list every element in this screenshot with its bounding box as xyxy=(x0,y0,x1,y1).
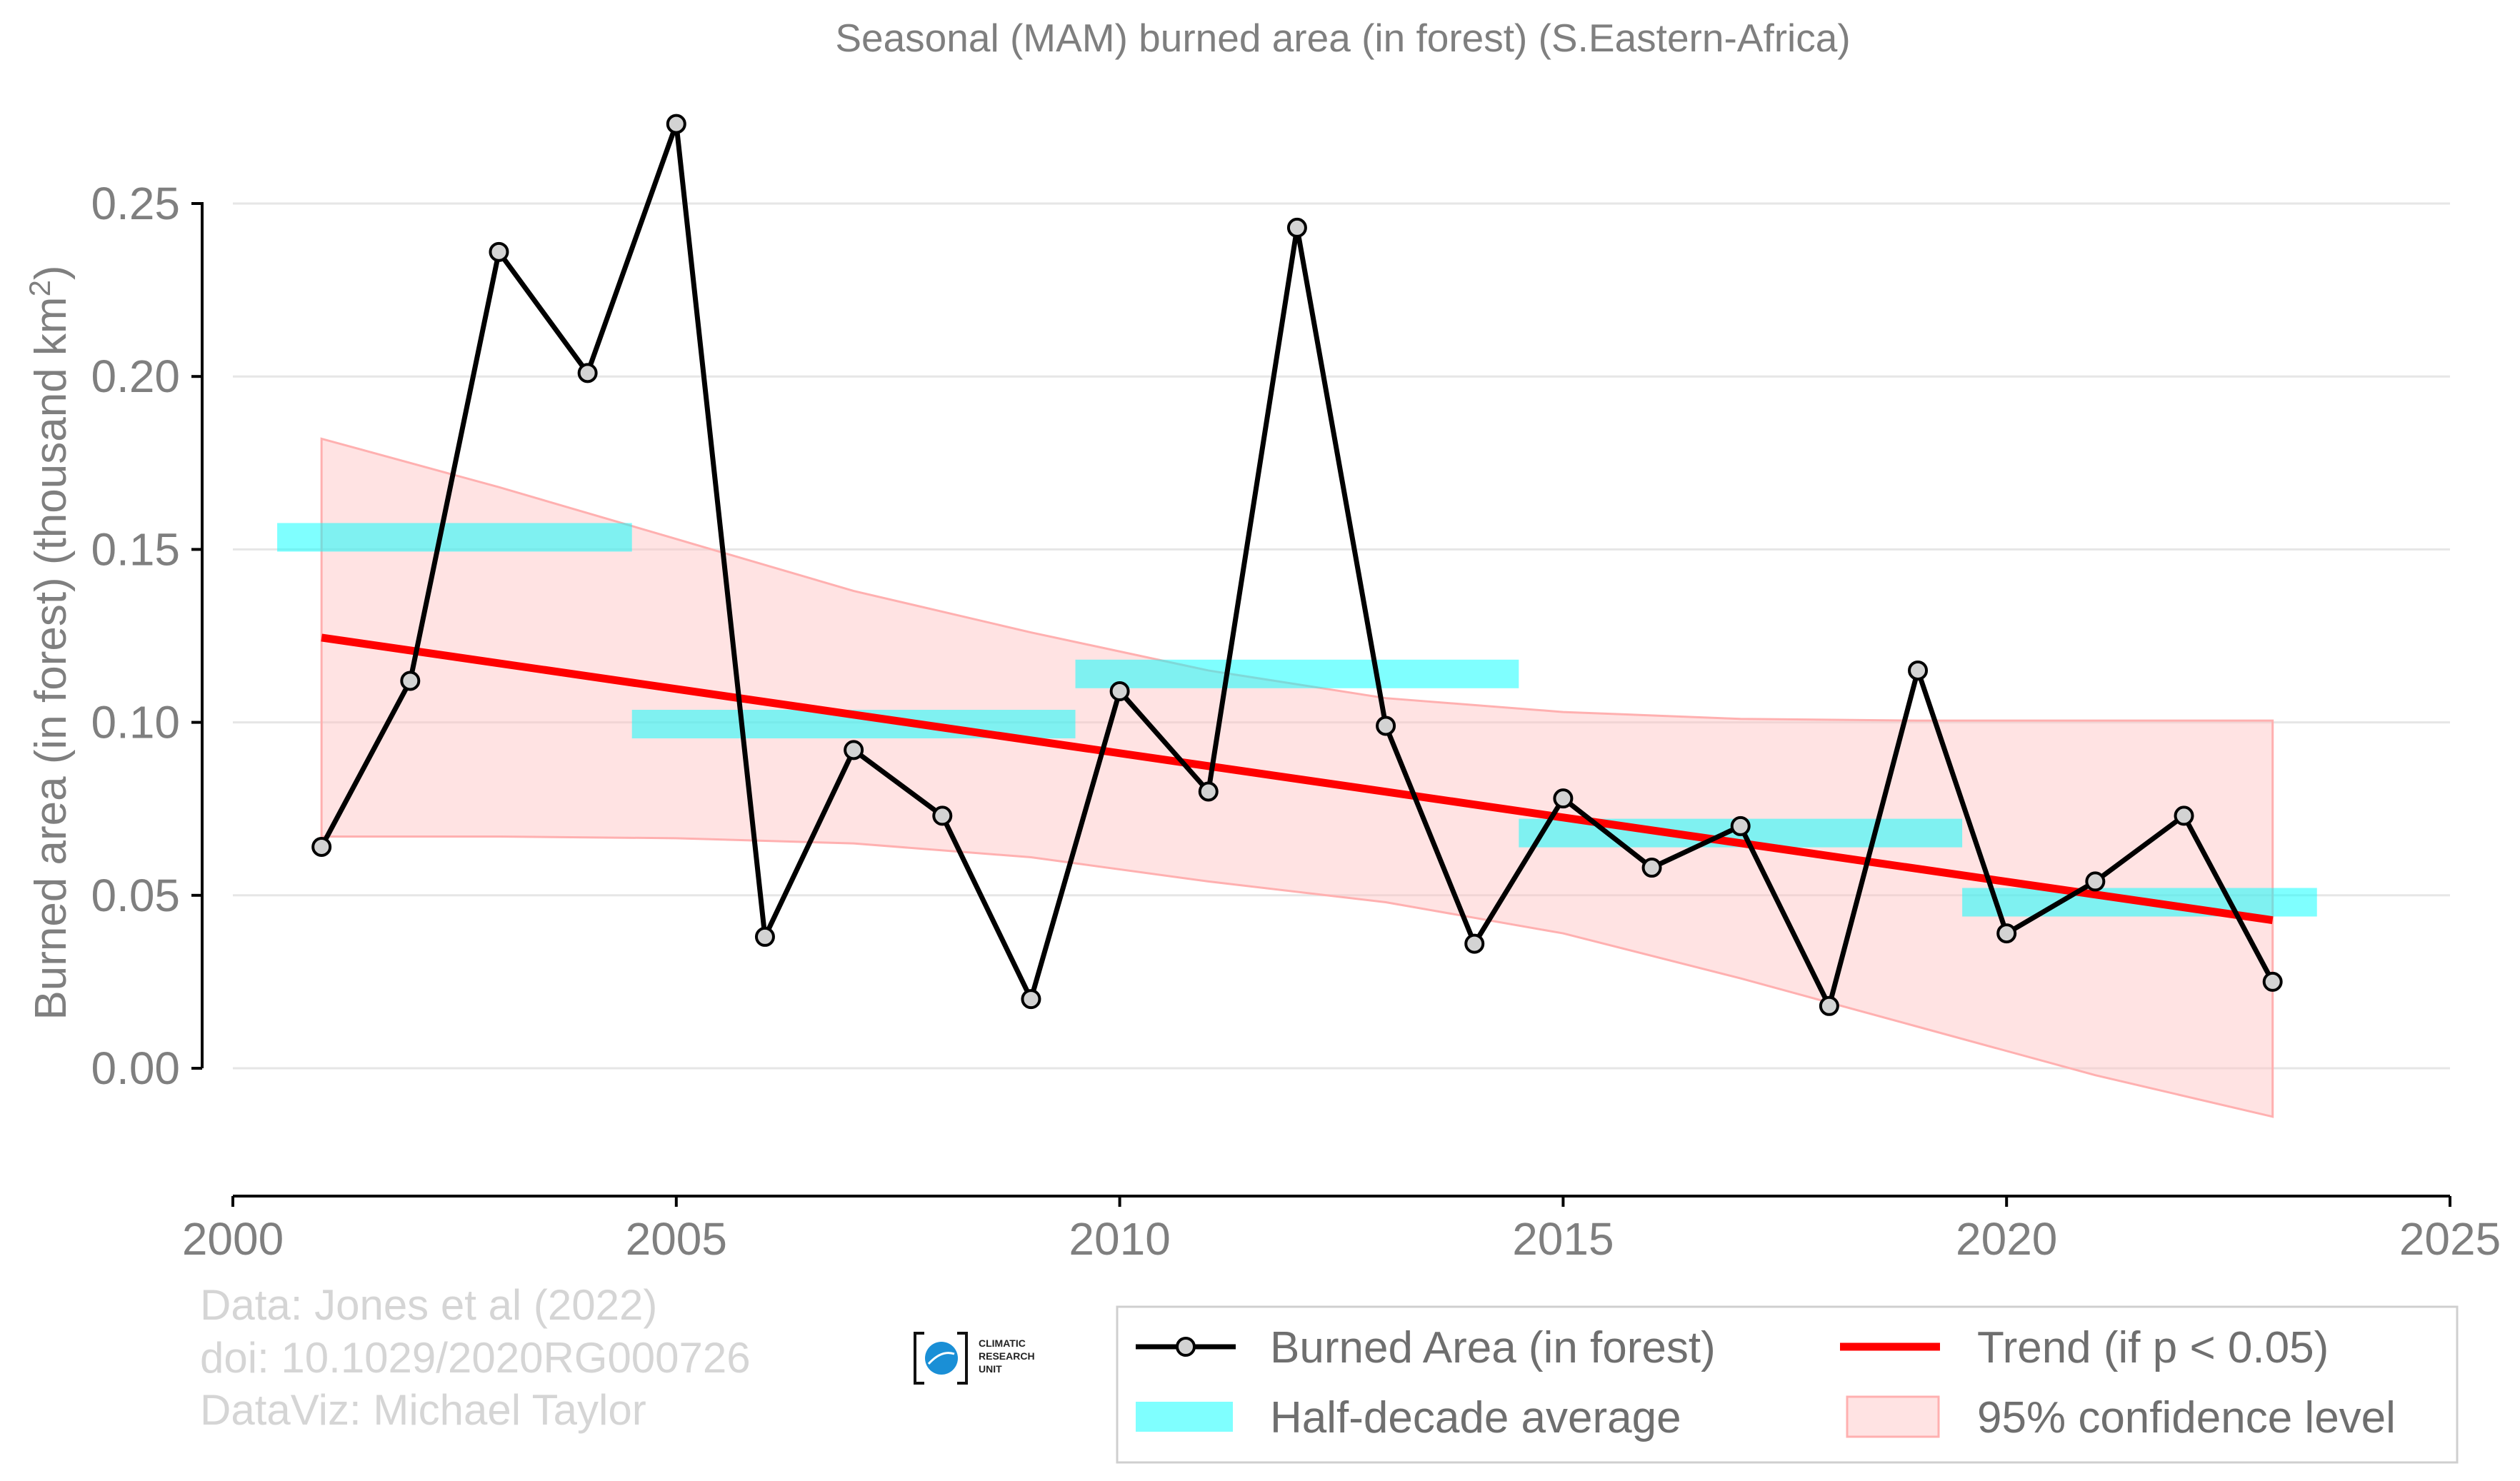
data-point xyxy=(1109,681,1130,702)
data-point xyxy=(400,671,421,691)
legend-series-label: Burned Area (in forest) xyxy=(1270,1323,1716,1372)
half-decade-bar xyxy=(277,523,632,552)
y-tick-label: 0.00 xyxy=(91,1043,180,1094)
logo-bracket-left xyxy=(914,1332,924,1385)
x-tick-label: 2010 xyxy=(1069,1213,1170,1265)
credit-data: Data: Jones et al (2022) xyxy=(200,1281,657,1329)
data-point xyxy=(1286,217,1307,238)
logo-swirl xyxy=(927,1352,955,1365)
credit-doi: doi: 10.1029/2020RG000726 xyxy=(200,1334,751,1382)
legend-confidence-swatch xyxy=(1846,1395,1940,1438)
y-axis-label-main: Burned area (in forest) (thousand km xyxy=(26,296,76,1020)
legend: Burned Area (in forest) Trend (if p < 0.… xyxy=(1116,1305,2459,1464)
data-point xyxy=(489,241,509,262)
data-point xyxy=(1996,923,2017,944)
x-tick-label: 2000 xyxy=(182,1213,284,1265)
data-point xyxy=(577,363,598,383)
data-point xyxy=(2174,805,2194,826)
data-point xyxy=(2085,871,2106,892)
legend-half-decade-label: Half-decade average xyxy=(1270,1393,1681,1442)
legend-trend-label: Trend (if p < 0.05) xyxy=(1977,1323,2329,1372)
data-point xyxy=(666,114,686,134)
burned-area-points xyxy=(311,114,2283,1016)
legend-confidence-label: 95% confidence level xyxy=(1977,1393,2396,1442)
y-axis-label-end: ) xyxy=(26,265,76,280)
data-point xyxy=(1908,660,1929,681)
y-axis-label: Burned area (in forest) (thousand km2) xyxy=(23,265,76,1020)
logo-text-1: CLIMATIC xyxy=(979,1337,1026,1349)
legend-box xyxy=(1116,1305,2459,1464)
x-tick-label: 2020 xyxy=(1956,1213,2057,1265)
x-tick-label: 2025 xyxy=(2399,1213,2501,1265)
data-point xyxy=(1730,815,1751,836)
data-point xyxy=(1376,716,1396,736)
y-axis-label-sup: 2 xyxy=(23,280,56,296)
data-point xyxy=(1641,858,1662,878)
cru-logo: CLIMATIC RESEARCH UNIT xyxy=(914,1332,1035,1385)
data-point xyxy=(754,926,775,947)
data-point xyxy=(2262,971,2283,992)
data-point xyxy=(1553,788,1574,809)
half-decade-bar xyxy=(1075,659,1519,688)
y-tick-label: 0.10 xyxy=(91,697,180,748)
data-point xyxy=(932,805,953,826)
x-tick-label: 2005 xyxy=(626,1213,727,1265)
trend-line xyxy=(321,633,2274,925)
credit-dataviz: DataViz: Michael Taylor xyxy=(200,1386,646,1434)
legend-half-decade-swatch xyxy=(1136,1402,1233,1432)
y-tick-label: 0.25 xyxy=(91,178,180,229)
data-point xyxy=(1198,781,1219,802)
y-ticks: 0.00 0.05 0.10 0.15 0.20 0.25 xyxy=(91,178,202,1094)
y-tick-label: 0.15 xyxy=(91,523,180,575)
y-tick-label: 0.05 xyxy=(91,870,180,921)
legend-series-marker xyxy=(1176,1337,1196,1357)
x-tick-label: 2015 xyxy=(1512,1213,1614,1265)
logo-bracket-right xyxy=(957,1332,968,1385)
data-point xyxy=(311,836,332,857)
data-point xyxy=(1464,933,1485,954)
logo-text-2: RESEARCH xyxy=(979,1350,1035,1362)
data-point xyxy=(844,740,864,760)
x-ticks: 2000 2005 2010 2015 2020 2025 xyxy=(182,1196,2501,1265)
data-point xyxy=(1819,995,1839,1016)
y-tick-label: 0.20 xyxy=(91,351,180,402)
chart-title: Seasonal (MAM) burned area (in forest) (… xyxy=(835,16,1850,60)
logo-text-3: UNIT xyxy=(979,1363,1002,1375)
logo-globe-icon xyxy=(925,1342,958,1375)
data-point xyxy=(1021,989,1041,1010)
